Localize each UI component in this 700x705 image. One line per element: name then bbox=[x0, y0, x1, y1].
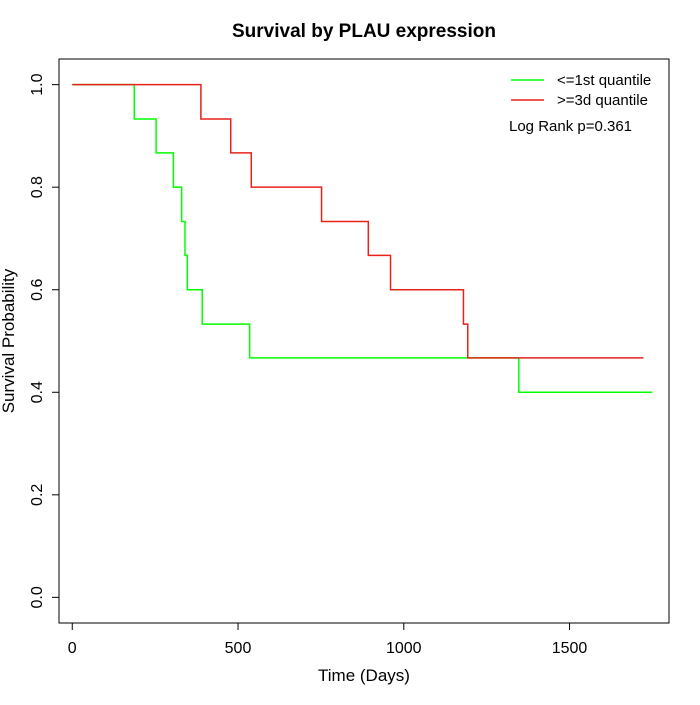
series-line-2 bbox=[72, 83, 644, 359]
legend-label-1: <=1st quantile bbox=[557, 72, 651, 89]
x-axis: 0 500 1000 1500 bbox=[68, 622, 588, 657]
log-rank-annotation: Log Rank p=0.361 bbox=[509, 118, 632, 135]
y-tick-label: 0.4 bbox=[29, 381, 46, 403]
series-line-1 bbox=[72, 83, 653, 394]
x-tick-label: 1000 bbox=[386, 640, 422, 657]
y-axis-label: Survival Probability bbox=[0, 268, 18, 413]
x-axis-label: Time (Days) bbox=[318, 666, 410, 685]
y-tick-label: 1.0 bbox=[29, 73, 46, 95]
y-tick-label: 0.2 bbox=[29, 484, 46, 506]
x-tick-label: 0 bbox=[68, 640, 77, 657]
y-tick-label: 0.0 bbox=[29, 586, 46, 608]
y-axis: 0.0 0.2 0.4 0.6 0.8 1.0 bbox=[29, 73, 60, 608]
y-tick-label: 0.8 bbox=[29, 176, 46, 198]
x-tick-label: 500 bbox=[225, 640, 252, 657]
legend-label-2: >=3d quantile bbox=[557, 92, 648, 109]
chart-title: Survival by PLAU expression bbox=[232, 21, 496, 42]
x-tick-label: 1500 bbox=[552, 640, 588, 657]
series-layer bbox=[72, 83, 653, 394]
legend: <=1st quantile >=3d quantile bbox=[511, 72, 651, 109]
y-tick-label: 0.6 bbox=[29, 279, 46, 301]
